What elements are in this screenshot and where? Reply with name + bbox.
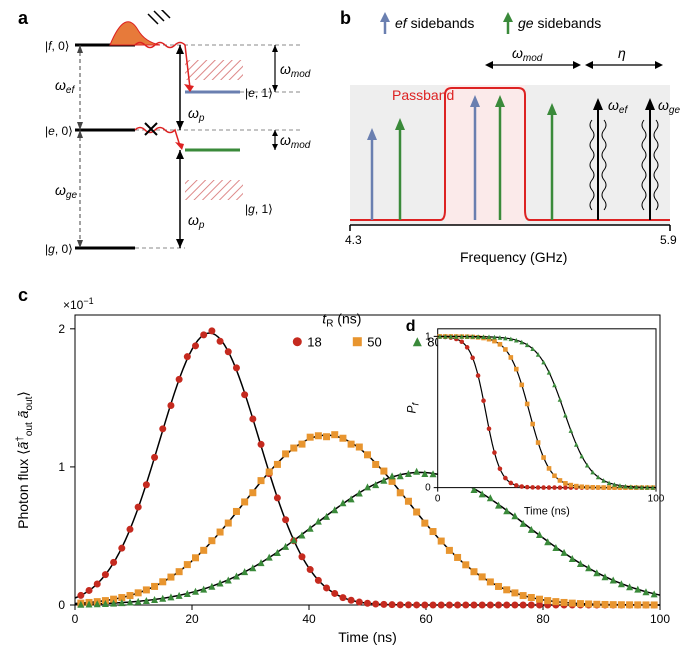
svg-text:0: 0 [58,598,65,612]
label-omega-mod1: ωmod [280,61,311,80]
svg-text:Pf: Pf [405,401,421,413]
label-omega-ef: ωef [55,77,75,96]
label-e0: |e, 0⟩ [45,124,73,138]
svg-text:50: 50 [367,335,381,350]
svg-text:×10−1: ×10−1 [63,296,94,312]
svg-text:18: 18 [307,335,321,350]
svg-text:2: 2 [58,322,65,336]
panel-b-diagram: ef sidebands ge sidebands Passband [340,10,680,280]
pulse-shape [110,22,160,45]
eta-label: η [618,45,626,61]
label-g0: |g, 0⟩ [45,242,73,256]
svg-text:d: d [406,318,416,335]
svg-text:60: 60 [419,612,433,626]
svg-text:80: 80 [536,612,550,626]
svg-text:100: 100 [650,612,670,626]
svg-text:40: 40 [302,612,316,626]
legend-ef: ef sidebands [380,12,474,34]
freq-label: Frequency (GHz) [460,249,567,265]
freq-min: 4.3 [345,233,362,247]
hatch-e1 [185,60,243,80]
passband-region [445,85,525,225]
svg-text:20: 20 [185,612,199,626]
label-f0: |f, 0⟩ [45,39,70,53]
label-omega-mod2: ωmod [280,132,311,151]
legend-ge: ge sidebands [503,12,601,34]
freq-max: 5.9 [660,233,677,247]
svg-text:0: 0 [435,494,441,505]
svg-text:Time (ns): Time (ns) [524,506,570,518]
passband-text: Passband [392,87,454,103]
omega-mod-label: ωmod [512,45,543,64]
svg-text:ge sidebands: ge sidebands [518,15,601,31]
panel-c-chart: 020406080100012Time (ns)×10−1Photon flux… [10,290,680,650]
svg-text:0: 0 [425,483,431,494]
svg-text:100: 100 [648,494,665,505]
svg-text:Time (ns): Time (ns) [338,629,397,645]
label-omega-p1: ωp [188,105,205,124]
svg-text:ef sidebands: ef sidebands [395,15,474,31]
svg-text:1: 1 [58,460,65,474]
svg-text:Photon flux ⟨ã†out ãout⟩: Photon flux ⟨ã†out ãout⟩ [15,391,35,529]
label-omega-ge: ωge [55,182,77,201]
label-g1: |g, 1⟩ [245,202,273,216]
panel-a-diagram: |f, 0⟩ |e, 0⟩ |g, 0⟩ |e, 1⟩ |g, 1⟩ ωef ω… [10,10,320,280]
svg-text:0: 0 [72,612,79,626]
label-e1: |e, 1⟩ [245,86,273,100]
svg-text:1: 1 [425,331,431,342]
svg-text:tR (ns): tR (ns) [322,311,361,330]
hatch-g1 [185,180,243,200]
label-omega-p2: ωp [188,212,205,231]
